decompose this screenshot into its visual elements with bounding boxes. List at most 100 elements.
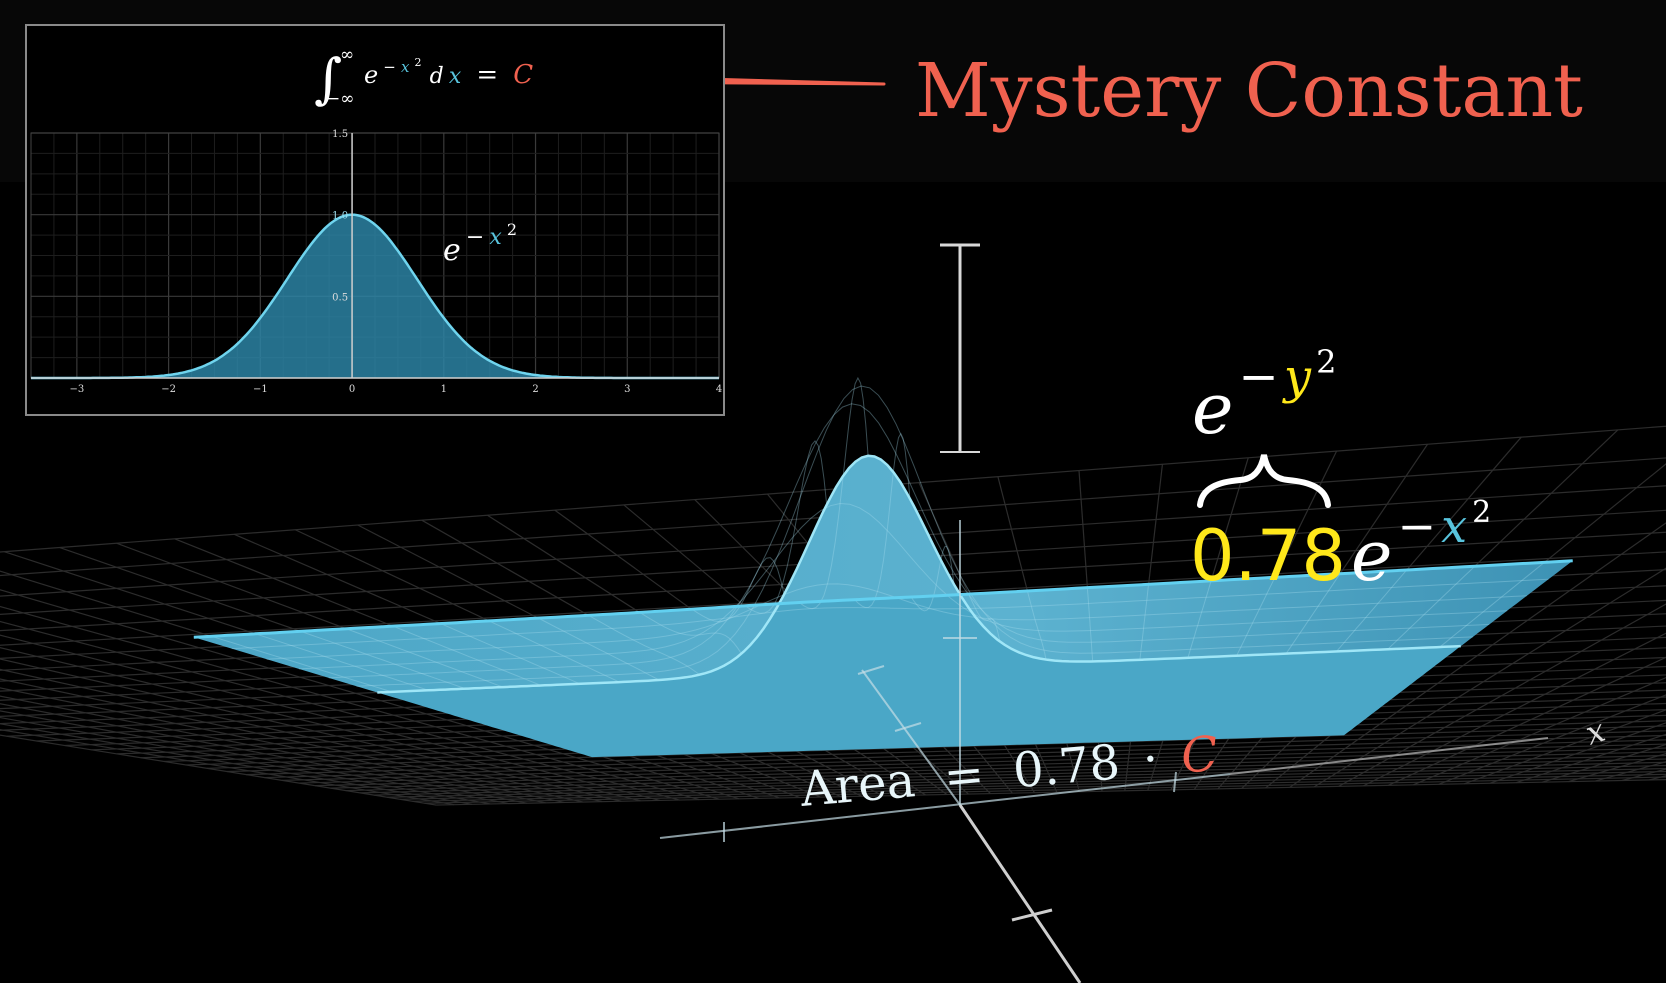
x-factor-sign: − — [1397, 499, 1436, 553]
y-factor-pow: 2 — [1316, 343, 1336, 381]
inset-y-tick-label: 0.5 — [332, 292, 348, 303]
floor-grid-line — [1413, 676, 1666, 786]
surface-grid-line — [266, 583, 1527, 660]
integral-lower: −∞ — [326, 89, 354, 109]
floor-grid-line — [0, 729, 455, 806]
surface-grid-line — [910, 545, 955, 612]
integrand-base: e — [364, 61, 378, 89]
floor-grid-line — [400, 770, 1666, 800]
surface-grid-line — [1139, 584, 1150, 660]
surface-grid-line — [1285, 573, 1341, 654]
floor-grid-line — [314, 751, 1666, 787]
floor-grid-line — [0, 734, 437, 806]
floor-grid-line — [0, 485, 1666, 597]
floor-grid-line — [0, 605, 700, 801]
y-axis-tick-3 — [1011, 908, 1053, 922]
floor-grid-line — [345, 758, 1666, 792]
floor-grid-line — [0, 646, 641, 802]
surface-grid-line — [298, 502, 1508, 670]
x-axis-tick-2 — [1173, 771, 1177, 793]
surface-grid-line — [1026, 590, 1047, 660]
inset-x-tick-label: 3 — [624, 384, 630, 395]
floor-grid-line — [0, 620, 680, 801]
brace-icon — [1197, 454, 1331, 508]
integral-formula: ∫ ∞ −∞ e − x 2 d x = C — [314, 45, 533, 110]
inset-curve-sign: − — [466, 225, 484, 250]
surface-grid-line — [255, 633, 429, 691]
y-axis-front — [958, 804, 1082, 983]
floor-grid-line — [387, 767, 1666, 798]
integral-upper: ∞ — [340, 45, 354, 65]
x-axis-outer — [1229, 737, 1549, 775]
inset-x-tick-label: 4 — [716, 384, 722, 395]
slice-factor-label: 0.78 e − x 2 — [1190, 495, 1491, 597]
floor-grid-line — [264, 739, 1666, 779]
surface-grid-line — [639, 611, 742, 654]
surface-grid-line — [488, 620, 620, 683]
surface-plane-front — [193, 455, 1573, 693]
coefficient: 0.78 — [1190, 515, 1346, 597]
surface-grid-line — [346, 628, 504, 688]
inset-curve-var: x — [489, 225, 502, 250]
floor-grid-line — [1388, 656, 1666, 786]
inset-x-tick-label: −1 — [253, 384, 268, 395]
surface-grid-line — [854, 432, 911, 609]
integrand-pow: 2 — [415, 56, 422, 69]
floor-grid-line — [1464, 709, 1666, 785]
area-dot: · — [1140, 731, 1160, 788]
gaussian-surface — [193, 376, 1573, 758]
surface-grid-line — [799, 376, 869, 610]
area-label: Area = 0.78 · C — [797, 726, 1220, 818]
surface-grid-line — [744, 440, 828, 614]
floor-grid-line — [0, 589, 720, 800]
inset-y-ticks: 0.5 1.0 1.5 — [332, 129, 348, 303]
integrand-sign: − — [383, 58, 396, 76]
surface-grid-line — [968, 593, 1001, 642]
y-factor-sign: − — [1239, 349, 1279, 405]
surface-grid-line — [1086, 587, 1094, 662]
surface-grid-line — [328, 403, 1490, 679]
floor-grid-line — [1438, 694, 1666, 785]
title: Mystery Constant — [915, 48, 1583, 134]
surface-grid-line — [356, 385, 1473, 687]
surface-grid-line — [300, 630, 466, 690]
inset-area — [31, 214, 719, 378]
axes-3d — [659, 243, 1549, 983]
integrand: e − x 2 d x = C — [364, 51, 533, 90]
integral-constant: C — [513, 60, 533, 90]
floor-grid-line — [0, 716, 491, 805]
y-factor-base: e — [1192, 368, 1233, 450]
x-axis-inside — [659, 773, 1231, 839]
floor-grid-line — [330, 754, 1666, 789]
inset-x-tick-label: 1 — [441, 384, 447, 395]
surface-grid-line — [691, 557, 785, 623]
surface-grid-line — [588, 614, 700, 676]
y-factor-var: y — [1282, 349, 1312, 405]
inset-curve-base: e — [443, 233, 461, 268]
surface-grid-line — [1439, 562, 1545, 648]
inset-y-tick-label: 1.0 — [332, 211, 348, 222]
floor-grid-line — [0, 509, 1666, 615]
y-axis-tick-1 — [857, 665, 885, 675]
surface-grid-line — [1187, 580, 1212, 658]
inset-panel: ∫ ∞ −∞ e − x 2 d x = C −3 −2 −1 0 1 2 3 4 0.51.… — [25, 24, 725, 416]
surface-front-edge — [193, 559, 1573, 639]
inset-curve-label: e − x 2 — [443, 220, 517, 268]
floor-grid-line — [0, 658, 622, 802]
area-equals: = — [942, 746, 987, 805]
slice-curve — [377, 454, 1461, 694]
surface-grid-line — [231, 578, 1549, 650]
surface-grid-line — [1387, 565, 1476, 650]
floor-grid-line — [245, 734, 1666, 776]
differential-var: x — [449, 64, 462, 89]
inset-x-ticks: −3 −2 −1 0 1 2 3 4 — [69, 384, 722, 395]
floor-grid-line — [436, 778, 1666, 806]
integral-sign-icon: ∫ — [314, 47, 342, 110]
floor-grid-line — [1289, 522, 1666, 788]
floor-grid-line — [226, 730, 1666, 773]
surface-grid-line — [440, 623, 581, 685]
floor-grid-line — [0, 425, 1666, 553]
floor-grid-line — [412, 773, 1666, 802]
area-constant: C — [1179, 726, 1220, 785]
